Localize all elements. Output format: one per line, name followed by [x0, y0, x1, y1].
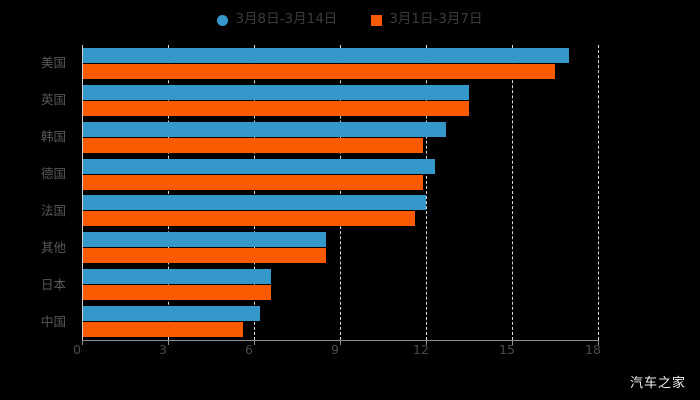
legend-label-series-0: 3月8日-3月14日 — [235, 11, 338, 28]
x-tick-mark — [512, 340, 513, 345]
x-tick-label: 18 — [585, 342, 601, 357]
bar-group — [82, 269, 598, 301]
gridline-9 — [340, 45, 341, 340]
bar[interactable] — [82, 322, 243, 338]
bar[interactable] — [82, 137, 424, 153]
gridline-18 — [598, 45, 599, 340]
x-tick-label: 6 — [245, 342, 253, 357]
bar-group — [82, 84, 598, 116]
bar-group — [82, 195, 598, 227]
gridline-6 — [254, 45, 255, 340]
y-axis-label: 法国 — [40, 202, 66, 218]
bar[interactable] — [82, 195, 426, 211]
y-axis-label: 中国 — [40, 313, 66, 329]
y-axis-label: 韩国 — [40, 129, 66, 145]
bar[interactable] — [82, 100, 469, 116]
x-tick-label: 3 — [159, 342, 167, 357]
x-tick-mark — [82, 340, 83, 345]
gridline-15 — [512, 45, 513, 340]
y-axis-category-labels: 美国英国韩国德国法国其他日本中国 — [0, 45, 76, 340]
legend-item-series-0[interactable]: 3月8日-3月14日 — [217, 13, 337, 27]
y-axis-line — [82, 45, 83, 340]
y-axis-label: 德国 — [40, 166, 66, 182]
legend-swatch-circle-icon — [217, 14, 229, 26]
watermark: 汽车之家 — [629, 376, 686, 391]
legend-item-series-1[interactable]: 3月1日-3月7日 — [371, 11, 483, 28]
legend-swatch-square-icon — [371, 14, 383, 26]
bar[interactable] — [82, 269, 272, 285]
bar[interactable] — [82, 248, 326, 264]
bar[interactable] — [82, 306, 260, 322]
chart-legend: 3月8日-3月14日 3月1日-3月7日 — [0, 8, 700, 32]
bar-group — [82, 47, 598, 79]
gridline-3 — [168, 45, 169, 340]
legend-label-series-1: 3月1日-3月7日 — [389, 11, 483, 28]
bar-group — [82, 232, 598, 264]
bar[interactable] — [82, 211, 415, 227]
y-axis-label: 英国 — [40, 92, 66, 108]
y-axis-label: 其他 — [40, 239, 66, 255]
x-tick-label: 15 — [499, 342, 515, 357]
x-tick-label: 9 — [331, 342, 339, 357]
bar-group — [82, 158, 598, 190]
bar[interactable] — [82, 63, 555, 79]
bar[interactable] — [82, 84, 469, 100]
x-tick-label: 12 — [413, 342, 429, 357]
y-axis-label: 日本 — [40, 276, 66, 292]
x-tick-mark — [254, 340, 255, 345]
plot-area — [82, 45, 599, 340]
bar-series-container — [82, 45, 598, 340]
x-tick-mark — [426, 340, 427, 345]
x-tick-mark — [340, 340, 341, 345]
x-tick-label: 0 — [73, 342, 81, 357]
bar[interactable] — [82, 174, 424, 190]
bar[interactable] — [82, 47, 570, 63]
bar[interactable] — [82, 232, 326, 248]
bar-group — [82, 121, 598, 153]
gridline-12 — [426, 45, 427, 340]
y-axis-label: 美国 — [40, 55, 66, 71]
bar[interactable] — [82, 285, 272, 301]
bar[interactable] — [82, 158, 435, 174]
x-tick-mark — [598, 340, 599, 345]
bar-group — [82, 306, 598, 338]
x-tick-mark — [168, 340, 169, 345]
bar[interactable] — [82, 121, 447, 137]
